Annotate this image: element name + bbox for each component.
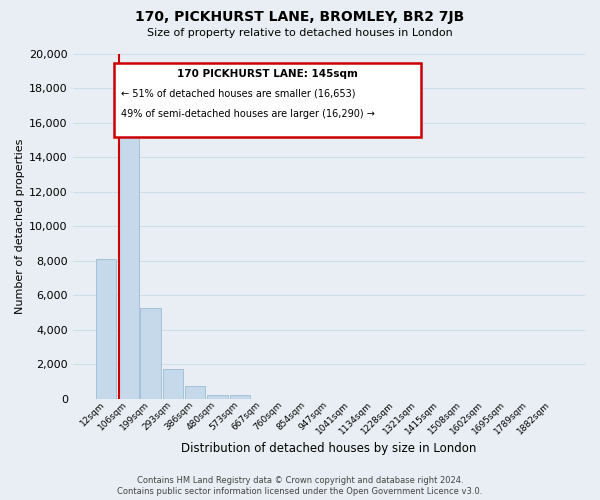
Text: ← 51% of detached houses are smaller (16,653): ← 51% of detached houses are smaller (16… xyxy=(121,88,356,99)
Text: 170 PICKHURST LANE: 145sqm: 170 PICKHURST LANE: 145sqm xyxy=(177,69,358,79)
Bar xyxy=(96,259,116,399)
FancyBboxPatch shape xyxy=(113,62,421,137)
Bar xyxy=(140,308,161,399)
Text: Contains HM Land Registry data © Crown copyright and database right 2024.: Contains HM Land Registry data © Crown c… xyxy=(137,476,463,485)
Bar xyxy=(118,112,139,399)
Bar xyxy=(163,368,183,399)
Text: Size of property relative to detached houses in London: Size of property relative to detached ho… xyxy=(147,28,453,38)
Bar xyxy=(207,395,228,399)
Text: 49% of semi-detached houses are larger (16,290) →: 49% of semi-detached houses are larger (… xyxy=(121,109,375,119)
Bar xyxy=(185,386,205,399)
Text: Contains public sector information licensed under the Open Government Licence v3: Contains public sector information licen… xyxy=(118,487,482,496)
Bar xyxy=(230,395,250,399)
X-axis label: Distribution of detached houses by size in London: Distribution of detached houses by size … xyxy=(181,442,476,455)
Text: 170, PICKHURST LANE, BROMLEY, BR2 7JB: 170, PICKHURST LANE, BROMLEY, BR2 7JB xyxy=(136,10,464,24)
Y-axis label: Number of detached properties: Number of detached properties xyxy=(15,139,25,314)
